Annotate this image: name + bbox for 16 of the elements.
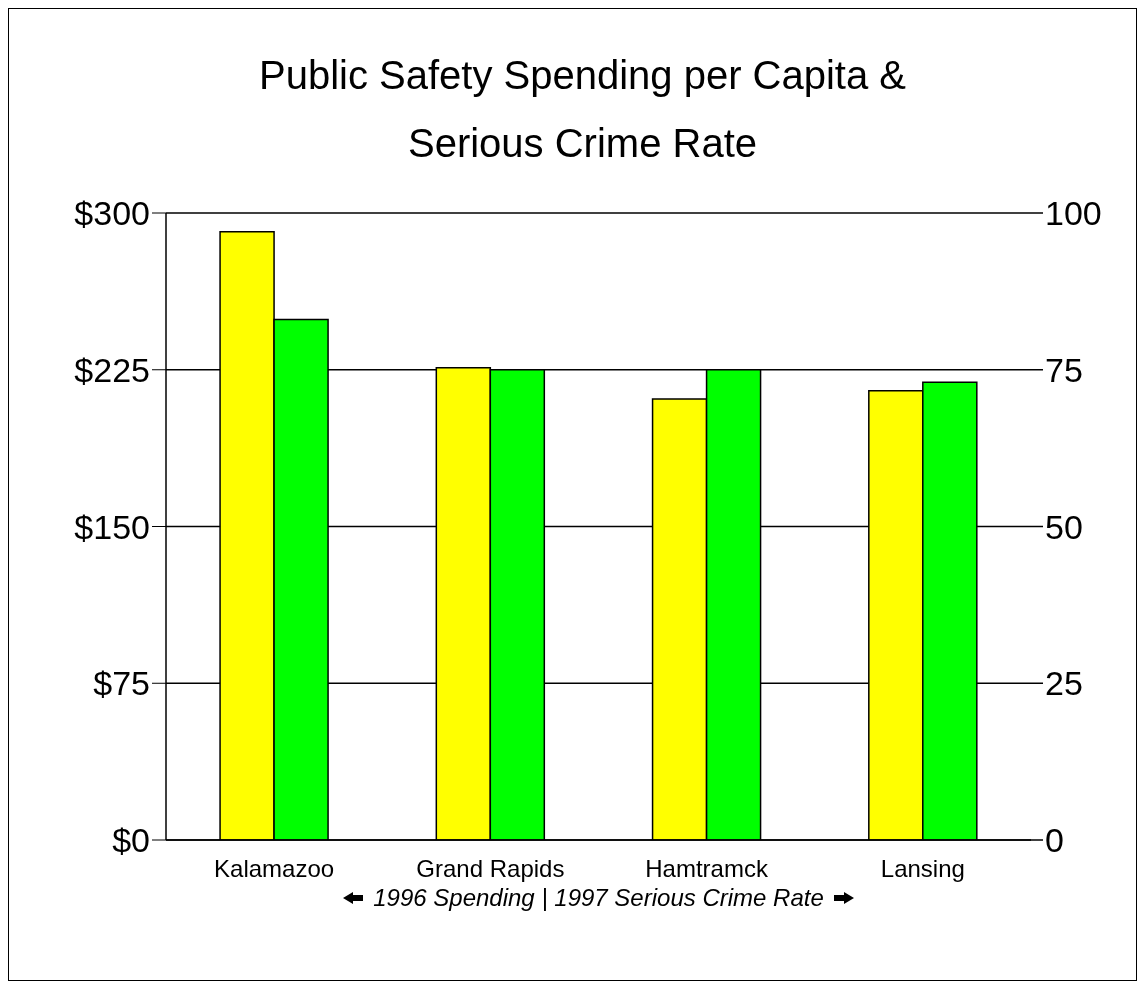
y2-tick-label: 100 — [1045, 194, 1102, 233]
x-tick-label: Kalamazoo — [214, 855, 335, 883]
y2-tick-label: 0 — [1045, 821, 1064, 860]
chart-title: Public Safety Spending per Capita & Serious Crime Rate — [257, 51, 907, 167]
y2-tick-label: 50 — [1045, 507, 1083, 546]
y-tick-label: $225 — [74, 350, 150, 389]
x-tick-label: Lansing — [880, 855, 965, 883]
x-tick-label: Hamtramck — [645, 855, 769, 883]
y-tick-label: $150 — [74, 507, 150, 546]
y-tick-label: $75 — [93, 664, 150, 703]
x-axis-title: 1996 Spending | 1997 Serious Crime Rate — [373, 884, 824, 912]
y-tick-label: $300 — [74, 194, 150, 233]
y2-tick-label: 75 — [1045, 350, 1083, 389]
y2-tick-label: 25 — [1045, 664, 1083, 703]
y-tick-label: $0 — [112, 821, 150, 860]
x-tick-label: Grand Rapids — [416, 855, 565, 883]
